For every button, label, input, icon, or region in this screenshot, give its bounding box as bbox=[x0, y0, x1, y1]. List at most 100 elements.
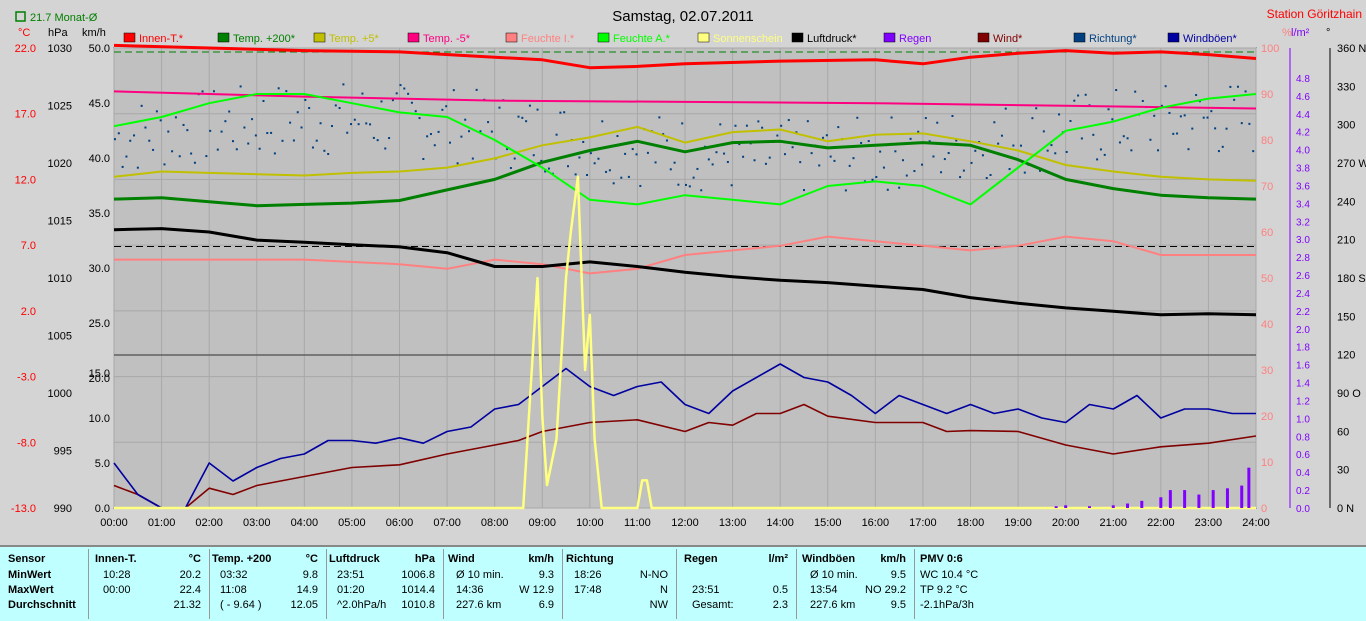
direction-point bbox=[764, 162, 767, 165]
direction-point bbox=[761, 126, 764, 129]
direction-point bbox=[1225, 127, 1228, 130]
stats-cell-value: 9.3 bbox=[538, 569, 554, 581]
direction-point bbox=[962, 169, 965, 172]
direction-point bbox=[723, 152, 726, 155]
direction-point bbox=[589, 152, 592, 155]
stats-header-unit: km/h bbox=[528, 553, 554, 565]
direction-point bbox=[1164, 85, 1167, 88]
stats-label-max: MaxWert bbox=[8, 584, 54, 596]
direction-point bbox=[768, 156, 771, 159]
x-tick: 00:00 bbox=[100, 517, 128, 529]
stats-cell-value: 1014.4 bbox=[401, 584, 435, 596]
stats-cell-time: 13:54 bbox=[810, 584, 838, 596]
legend-label-11: Windböen* bbox=[1183, 33, 1238, 45]
direction-point bbox=[860, 141, 863, 144]
direction-point bbox=[201, 90, 204, 93]
direction-point bbox=[243, 126, 246, 129]
direction-point bbox=[780, 124, 783, 127]
stats-row: 13:54 NO 29.2 bbox=[802, 584, 910, 599]
legend-label-8: Regen bbox=[899, 33, 931, 45]
stats-header-pmv: PMV 0:6 bbox=[920, 553, 963, 565]
kmh-upper-tick: 40.0 bbox=[89, 153, 110, 165]
direction-point bbox=[285, 90, 288, 93]
pressure-tick: 1025 bbox=[48, 101, 72, 113]
direction-tick: 0 N bbox=[1337, 503, 1354, 515]
stats-row: Ø 10 min. 9.3 bbox=[448, 569, 558, 584]
direction-point bbox=[281, 139, 284, 142]
direction-point bbox=[228, 110, 231, 113]
direction-point bbox=[829, 155, 832, 158]
legend-label-3: Temp. -5* bbox=[423, 33, 471, 45]
direction-point bbox=[1210, 110, 1213, 113]
rain-tick: 3.2 bbox=[1296, 217, 1310, 228]
direction-point bbox=[1236, 85, 1239, 88]
direction-tick: 240 bbox=[1337, 196, 1355, 208]
kmh-upper-tick: 25.0 bbox=[89, 318, 110, 330]
kmh-lower-tick: 10.0 bbox=[89, 413, 110, 425]
direction-point bbox=[993, 121, 996, 124]
direction-point bbox=[1217, 150, 1220, 153]
direction-point bbox=[1019, 144, 1022, 147]
stats-cell-time bbox=[95, 599, 103, 611]
direction-point bbox=[266, 132, 269, 135]
direction-point bbox=[1191, 127, 1194, 130]
direction-point bbox=[1183, 114, 1186, 117]
stats-cell-time: 03:32 bbox=[220, 569, 248, 581]
direction-point bbox=[742, 155, 745, 158]
direction-point bbox=[1031, 117, 1034, 120]
direction-point bbox=[1004, 107, 1007, 110]
x-tick: 09:00 bbox=[528, 517, 556, 529]
stats-row bbox=[684, 569, 792, 584]
direction-point bbox=[1168, 111, 1171, 114]
direction-point bbox=[327, 153, 330, 156]
rain-tick: 2.0 bbox=[1296, 325, 1310, 336]
legend-swatch-10 bbox=[1073, 32, 1086, 43]
stats-header-regen: Regen l/m² bbox=[684, 553, 792, 569]
stats-pmv-row: -2.1hPa/3h bbox=[920, 599, 974, 611]
direction-point bbox=[1229, 85, 1232, 88]
stats-row: NW bbox=[566, 599, 672, 614]
direction-point bbox=[270, 131, 273, 134]
stats-cell-value: 6.9 bbox=[538, 599, 554, 611]
stats-row: 10:28 20.2 bbox=[95, 569, 205, 584]
direction-point bbox=[787, 119, 790, 122]
direction-point bbox=[867, 140, 870, 143]
direction-point bbox=[384, 147, 387, 150]
rain-tick: 1.8 bbox=[1296, 343, 1310, 354]
humidity-tick: 90 bbox=[1261, 89, 1273, 101]
direction-point bbox=[593, 162, 596, 165]
stats-header-windboeen: Windböen km/h bbox=[802, 553, 910, 569]
direction-point bbox=[357, 123, 360, 126]
legend-label-6: Sonnenschein bbox=[713, 33, 783, 45]
stats-cell-time bbox=[684, 569, 692, 581]
x-tick: 11:00 bbox=[624, 517, 651, 529]
direction-point bbox=[947, 152, 950, 155]
stats-cell-time: ^2.0hPa/h bbox=[337, 599, 387, 611]
direction-point bbox=[719, 123, 722, 126]
series-line-windb-en- bbox=[113, 363, 1256, 509]
rain-tick: 4.0 bbox=[1296, 146, 1310, 157]
x-tick: 05:00 bbox=[338, 517, 366, 529]
stats-separator bbox=[562, 549, 563, 619]
direction-point bbox=[685, 183, 687, 186]
direction-point bbox=[1240, 122, 1243, 125]
direction-point bbox=[353, 118, 356, 121]
direction-point bbox=[898, 186, 901, 189]
stats-header-unit: hPa bbox=[414, 553, 435, 565]
direction-point bbox=[273, 152, 276, 155]
direction-point bbox=[521, 116, 524, 119]
direction-point bbox=[448, 141, 451, 144]
direction-point bbox=[879, 150, 882, 153]
direction-point bbox=[1008, 168, 1011, 171]
direction-point bbox=[639, 184, 642, 187]
legend-label-0: Innen-T.* bbox=[139, 33, 184, 45]
direction-point bbox=[525, 120, 528, 123]
direction-point bbox=[1202, 116, 1205, 119]
direction-point bbox=[190, 152, 193, 155]
direction-point bbox=[144, 126, 147, 129]
direction-point bbox=[1122, 135, 1125, 138]
direction-point bbox=[350, 123, 353, 126]
x-tick: 06:00 bbox=[386, 517, 414, 529]
direction-point bbox=[262, 99, 265, 102]
direction-point bbox=[669, 168, 672, 171]
